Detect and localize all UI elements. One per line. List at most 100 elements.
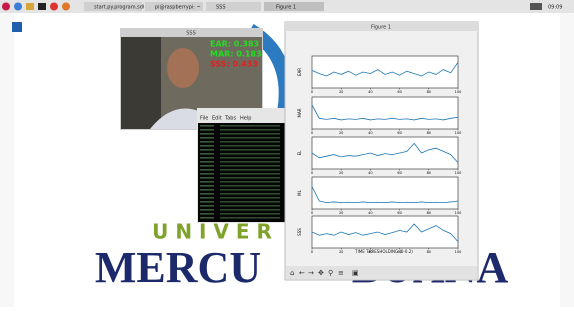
save-button[interactable]: ▣	[352, 269, 359, 277]
x-tick-label: 40	[368, 250, 372, 254]
x-tick-label: 100	[455, 250, 462, 254]
overlay-text: SSS: 0.433	[210, 60, 258, 69]
x-tick-label: 40	[368, 171, 372, 175]
home-button[interactable]: ⌂	[290, 269, 294, 277]
x-tick-label: 40	[368, 90, 372, 94]
output-line	[220, 125, 280, 127]
x-tick-label: 80	[427, 211, 431, 215]
x-tick-label: 0	[311, 90, 313, 94]
x-tick-label: 20	[339, 250, 343, 254]
task-label[interactable]: pi@raspberrypi: ~	[155, 5, 201, 11]
zoom-button[interactable]: ⚲	[328, 269, 333, 277]
output-line	[200, 165, 214, 167]
clock: 09:09	[548, 5, 562, 11]
cpu-monitor	[530, 3, 542, 10]
output-line	[200, 125, 214, 127]
car-interior	[121, 37, 161, 129]
task-label[interactable]: Figure 1	[276, 5, 296, 11]
browser-icon[interactable]	[14, 3, 22, 11]
logo-line2: MERCU	[95, 243, 261, 292]
output-line	[200, 205, 214, 207]
output-line	[200, 157, 214, 159]
overlay-text: MAR: 0.183	[210, 50, 262, 59]
menu-item[interactable]: File	[200, 116, 208, 122]
output-line	[220, 157, 280, 159]
output-line	[220, 161, 280, 163]
output-line	[200, 217, 214, 219]
output-line	[200, 193, 214, 195]
terminal-icon[interactable]	[38, 3, 46, 10]
face	[167, 48, 199, 88]
back-button[interactable]: ←	[299, 269, 305, 277]
x-tick-label: 80	[427, 250, 431, 254]
axes	[312, 177, 458, 209]
menu-icon[interactable]	[2, 3, 10, 11]
output-line	[220, 137, 280, 139]
x-tick-label: 20	[339, 211, 343, 215]
x-tick-label: 80	[427, 90, 431, 94]
output-line	[220, 181, 280, 183]
output-line	[220, 209, 280, 211]
output-line	[200, 149, 214, 151]
output-line	[200, 177, 214, 179]
menu-item[interactable]: Tabs	[224, 116, 236, 122]
axes	[312, 137, 458, 169]
menu-item[interactable]: Help	[240, 116, 251, 122]
output-line	[220, 177, 280, 179]
x-tick-label: 60	[397, 131, 401, 135]
output-line	[220, 217, 280, 219]
x-tick-label: 60	[397, 171, 401, 175]
window-title: SSS	[186, 31, 196, 37]
output-line	[220, 141, 280, 143]
output-line	[220, 185, 280, 187]
x-tick-label: 100	[455, 131, 462, 135]
output-line	[220, 169, 280, 171]
x-axis-label: TIME THRESHOLDING (0-0.2)	[354, 249, 413, 254]
x-tick-label: 40	[368, 131, 372, 135]
x-tick-label: 60	[397, 250, 401, 254]
x-tick-label: 0	[311, 250, 313, 254]
x-tick-label: 60	[397, 90, 401, 94]
toolbar	[286, 266, 477, 279]
app-icon[interactable]	[50, 3, 58, 11]
x-tick-label: 40	[368, 211, 372, 215]
output-line	[220, 153, 280, 155]
output-line	[220, 133, 280, 135]
menu-item[interactable]: Edit	[212, 116, 222, 122]
pan-button[interactable]: ✥	[318, 269, 324, 277]
output-line	[200, 189, 214, 191]
y-axis-label: EL	[297, 150, 302, 156]
x-tick-label: 0	[311, 131, 313, 135]
output-line	[200, 173, 214, 175]
x-tick-label: 20	[339, 131, 343, 135]
x-tick-label: 80	[427, 171, 431, 175]
y-axis-label: SSS	[297, 228, 302, 236]
output-line	[200, 169, 214, 171]
output-line	[200, 145, 214, 147]
output-line	[200, 129, 214, 131]
window-title: Figure 1	[371, 25, 391, 31]
y-axis-label: EAR	[297, 68, 302, 76]
task-label[interactable]: start.py.program.sdl	[94, 5, 144, 11]
output-line	[220, 165, 280, 167]
logo-line1: U N I V E R	[152, 220, 272, 244]
output-line	[200, 213, 214, 215]
x-tick-label: 20	[339, 171, 343, 175]
output-line	[200, 133, 214, 135]
forward-button[interactable]: →	[308, 269, 314, 277]
folder-icon[interactable]	[26, 3, 34, 10]
task-button[interactable]	[206, 2, 261, 11]
output-line	[200, 209, 214, 211]
trash-icon[interactable]	[12, 22, 22, 32]
task-label[interactable]: SSS	[216, 5, 226, 11]
axes	[312, 216, 458, 248]
app-icon[interactable]	[62, 3, 70, 11]
output-line	[220, 189, 280, 191]
output-line	[200, 197, 214, 199]
output-line	[200, 181, 214, 183]
axes	[312, 97, 458, 129]
output-line	[200, 141, 214, 143]
output-line	[220, 149, 280, 151]
settings-button[interactable]: ≡	[338, 269, 344, 277]
output-line	[200, 137, 214, 139]
